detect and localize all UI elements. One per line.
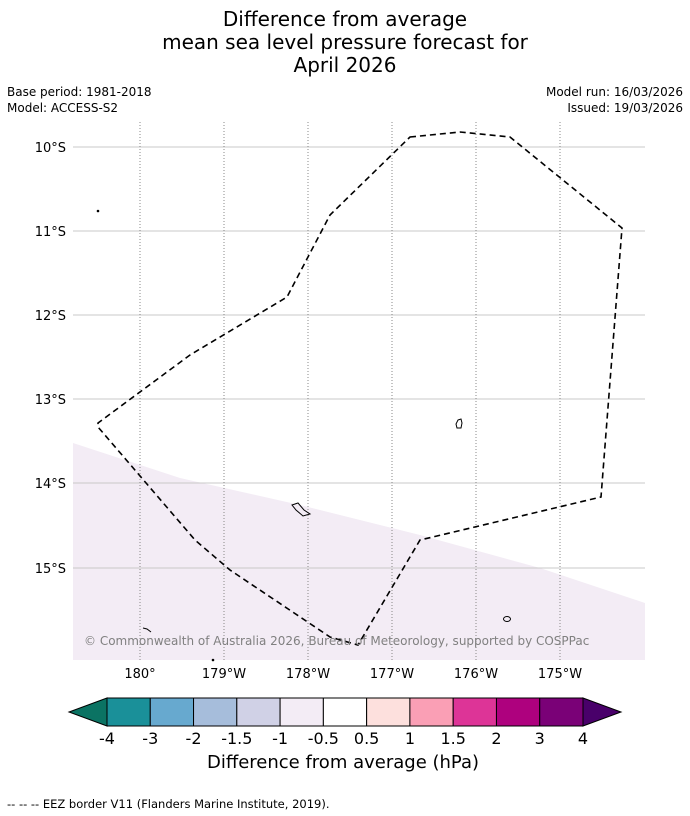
island-dot xyxy=(96,209,100,213)
colorbar-box xyxy=(322,697,368,727)
colorbar-extend-low xyxy=(67,697,108,727)
colorbar-title-text: Difference from average (hPa) xyxy=(206,752,480,773)
lat-label: 14°S xyxy=(35,477,66,492)
lon-label: 178°W xyxy=(286,667,330,682)
colorbar xyxy=(67,697,623,727)
colorbar-extend-high xyxy=(582,697,623,727)
latitude-labels: 10°S 11°S 12°S 13°S 14°S 15°S xyxy=(35,141,66,577)
colorbar-box xyxy=(366,697,411,727)
pressure-anomaly-region xyxy=(73,443,645,660)
colorbar-tick-label: 2 xyxy=(491,729,502,748)
lat-label: 13°S xyxy=(35,393,66,408)
lon-label: 176°W xyxy=(454,667,498,682)
colorbar-box xyxy=(495,697,541,727)
colorbar-box xyxy=(193,697,238,727)
colorbar-tick-label: -1 xyxy=(272,729,289,748)
colorbar-tick-label: -4 xyxy=(99,729,115,748)
lat-label: 11°S xyxy=(35,225,66,240)
meta-right: Model run: 16/03/2026 Issued: 19/03/2026 xyxy=(546,84,683,116)
title-line-3: April 2026 xyxy=(293,53,397,77)
eez-border xyxy=(97,131,623,646)
meta-left: Base period: 1981-2018 Model: ACCESS-S2 xyxy=(7,84,152,116)
lat-label: 12°S xyxy=(35,309,66,324)
lat-label: 10°S xyxy=(35,141,66,156)
map-area: © Commonwealth of Australia 2026, Bureau… xyxy=(35,122,645,682)
colorbar-box xyxy=(279,697,324,727)
colorbar-tick-label: -3 xyxy=(142,729,159,748)
colorbar-tick-label: -2 xyxy=(185,729,202,748)
lon-label: 179°W xyxy=(202,667,246,682)
colorbar-tick-label: 0.5 xyxy=(353,729,380,748)
lon-label: 175°W xyxy=(538,667,582,682)
colorbar-box xyxy=(106,697,151,727)
island xyxy=(142,627,152,633)
colorbar-tick-label: 4 xyxy=(577,729,589,748)
model-name: Model: ACCESS-S2 xyxy=(7,101,119,115)
island xyxy=(503,616,511,622)
longitude-labels: 180° 179°W 178°W 177°W 176°W 175°W xyxy=(124,667,582,682)
islands xyxy=(96,209,511,662)
colorbar-tick-label: 1.5 xyxy=(440,729,466,748)
model-run: Model run: 16/03/2026 xyxy=(545,85,683,99)
colorbar-tick-label: 3 xyxy=(534,729,545,748)
lon-label: 180° xyxy=(124,667,155,682)
colorbar-title: Difference from average (hPa) xyxy=(0,752,690,773)
title-line-2: mean sea level pressure forecast for xyxy=(162,30,528,54)
lat-label: 15°S xyxy=(35,562,66,577)
lon-label: 177°W xyxy=(370,667,414,682)
colorbar-box xyxy=(409,697,454,727)
colorbar-box xyxy=(236,697,281,727)
colorbar-box xyxy=(452,697,497,727)
title-line-1: Difference from average xyxy=(222,7,468,31)
chart-title: Difference from average mean sea level p… xyxy=(0,8,690,77)
issued-date: Issued: 19/03/2026 xyxy=(567,101,683,115)
base-period: Base period: 1981-2018 xyxy=(7,85,152,99)
island-dot xyxy=(211,658,215,662)
island xyxy=(291,502,312,517)
island xyxy=(455,418,463,429)
copyright-text: © Commonwealth of Australia 2026, Bureau… xyxy=(84,634,589,648)
colorbar-tick-label: -0.5 xyxy=(307,729,339,748)
colorbar-box xyxy=(539,697,584,727)
colorbar-box xyxy=(149,697,195,727)
gridlines xyxy=(73,122,645,660)
colorbar-tick-label: -1.5 xyxy=(221,729,253,748)
eez-footnote: -- -- -- EEZ border V11 (Flanders Marine… xyxy=(7,797,330,811)
colorbar-tick-label: 1 xyxy=(404,729,415,748)
